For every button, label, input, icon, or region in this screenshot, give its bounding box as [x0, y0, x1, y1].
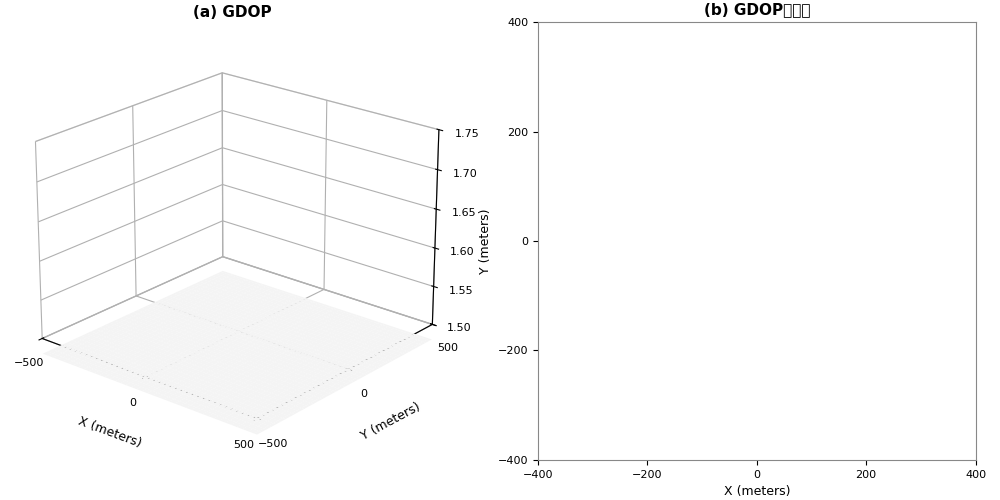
- X-axis label: X (meters): X (meters): [76, 415, 143, 450]
- Y-axis label: Y (meters): Y (meters): [359, 400, 423, 442]
- X-axis label: X (meters): X (meters): [724, 485, 790, 498]
- Title: (a) GDOP: (a) GDOP: [193, 4, 272, 20]
- Title: (b) GDOP等高线: (b) GDOP等高线: [704, 2, 810, 17]
- Y-axis label: Y (meters): Y (meters): [479, 208, 492, 274]
